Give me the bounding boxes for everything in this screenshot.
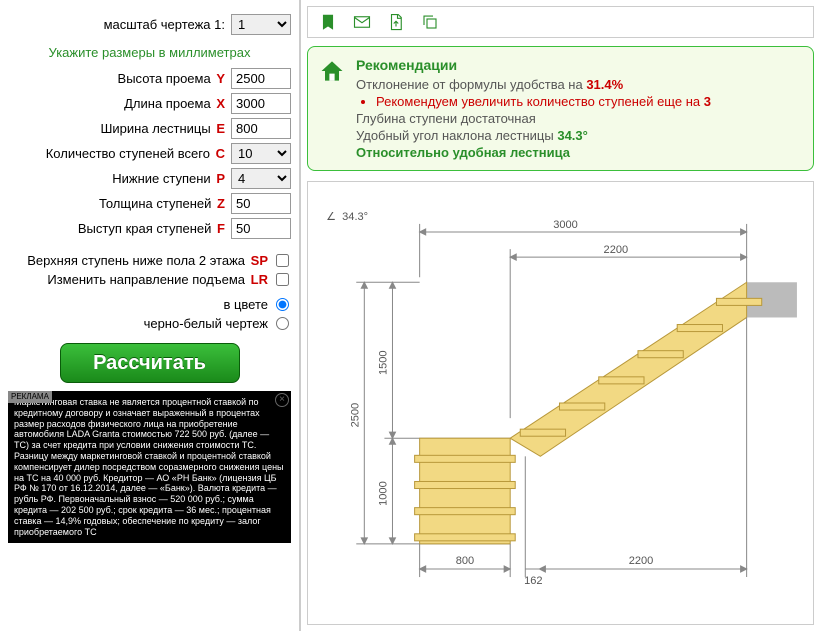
svg-text:3000: 3000 <box>553 219 578 231</box>
scale-label: масштаб чертежа 1: <box>104 17 225 32</box>
height-label: Высота проема Y <box>118 71 225 86</box>
ad-tag: РЕКЛАМА <box>8 391 52 403</box>
calculate-button[interactable]: Рассчитать <box>60 343 240 383</box>
svg-text:1000: 1000 <box>377 481 389 506</box>
top-below-checkbox[interactable] <box>276 254 289 267</box>
house-icon <box>318 57 346 85</box>
color-label: в цвете <box>223 297 268 312</box>
ad-close-icon[interactable]: × <box>275 393 289 407</box>
reco-depth: Глубина ступени достаточная <box>356 111 799 126</box>
nose-label: Выступ края ступеней F <box>78 221 225 236</box>
svg-text:1500: 1500 <box>377 350 389 375</box>
svg-text:162: 162 <box>524 575 542 587</box>
reco-bullet: Рекомендуем увеличить количество ступене… <box>376 94 799 109</box>
pdf-icon[interactable] <box>386 13 406 31</box>
reverse-checkbox[interactable] <box>276 273 289 286</box>
bw-radio[interactable] <box>276 317 289 330</box>
mail-icon[interactable] <box>352 13 372 31</box>
recommendations-panel: Рекомендации Отклонение от формулы удобс… <box>307 46 814 171</box>
lower-select[interactable]: 4 <box>231 168 291 189</box>
svg-text:2200: 2200 <box>604 244 629 256</box>
reco-title: Рекомендации <box>356 57 799 73</box>
length-label: Длина проема X <box>124 96 225 111</box>
scale-select[interactable]: 1 <box>231 14 291 35</box>
length-input[interactable] <box>231 93 291 114</box>
reco-relative: Относительно удобная лестница <box>356 145 799 160</box>
svg-text:2200: 2200 <box>629 555 654 567</box>
lower-label: Нижние ступени P <box>112 171 225 186</box>
steps-label: Количество ступеней всего C <box>46 146 225 161</box>
height-input[interactable] <box>231 68 291 89</box>
top-below-label: Верхняя ступень ниже пола 2 этажа SP <box>27 253 268 268</box>
copy-icon[interactable] <box>420 13 440 31</box>
nose-input[interactable] <box>231 218 291 239</box>
toolbar <box>307 6 814 38</box>
svg-text:800: 800 <box>456 555 474 567</box>
staircase-diagram: ∠ 34.3° 3000 2200 2500 1500 <box>314 188 807 618</box>
width-input[interactable] <box>231 118 291 139</box>
reco-angle: Удобный угол наклона лестницы 34.3° <box>356 128 799 143</box>
svg-text:2500: 2500 <box>349 403 361 428</box>
diagram-panel: ∠ 34.3° 3000 2200 2500 1500 <box>307 181 814 625</box>
width-label: Ширина лестницы E <box>101 121 226 136</box>
bookmark-icon[interactable] <box>318 13 338 31</box>
svg-text:34.3°: 34.3° <box>342 211 368 223</box>
size-hint: Укажите размеры в миллиметрах <box>8 45 291 60</box>
bw-label: черно-белый чертеж <box>144 316 268 331</box>
color-radio[interactable] <box>276 298 289 311</box>
thick-label: Толщина ступеней Z <box>99 196 225 211</box>
thick-input[interactable] <box>231 193 291 214</box>
ad-text: Маркетинговая ставка не является процент… <box>14 397 284 537</box>
reverse-label: Изменить направление подъема LR <box>47 272 268 287</box>
ad-block: РЕКЛАМА × Маркетинговая ставка не являет… <box>8 391 291 543</box>
reco-deviation: Отклонение от формулы удобства на 31.4% <box>356 77 799 92</box>
svg-text:∠: ∠ <box>326 211 336 223</box>
steps-select[interactable]: 10 <box>231 143 291 164</box>
